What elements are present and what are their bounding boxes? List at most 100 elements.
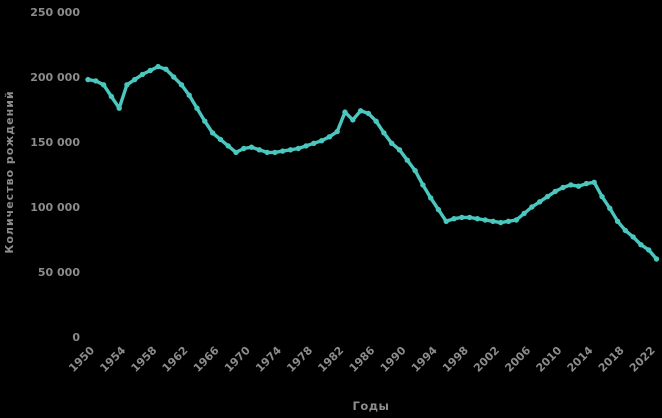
data-point-marker bbox=[350, 117, 356, 123]
y-axis-title: Количество рождений bbox=[3, 90, 16, 253]
data-point-marker bbox=[513, 217, 519, 223]
data-point-marker bbox=[295, 145, 301, 152]
data-point-marker bbox=[248, 144, 255, 150]
data-point-marker bbox=[209, 130, 216, 136]
data-point-marker bbox=[155, 63, 161, 70]
data-point-marker bbox=[287, 147, 294, 153]
x-tick-label: 1954 bbox=[97, 344, 128, 375]
data-point-marker bbox=[365, 110, 372, 117]
data-point-marker bbox=[607, 205, 613, 211]
x-tick-label: 1966 bbox=[191, 344, 222, 375]
data-point-marker bbox=[85, 76, 91, 83]
data-point-marker bbox=[474, 216, 481, 222]
x-axis-ticks: 1950 1954 1958 1962 1966 1970 1974 1978 1982 1986… bbox=[66, 344, 658, 375]
x-axis-title: Годы bbox=[353, 399, 390, 413]
data-point-marker bbox=[591, 179, 597, 185]
data-point-marker bbox=[653, 256, 660, 262]
data-point-marker bbox=[552, 188, 558, 195]
data-point-marker bbox=[646, 247, 652, 253]
data-point-marker bbox=[334, 128, 340, 135]
data-series bbox=[85, 63, 660, 262]
x-tick-label: 2002 bbox=[471, 344, 502, 375]
data-point-marker bbox=[435, 206, 442, 213]
data-point-marker bbox=[575, 183, 582, 189]
data-point-marker bbox=[498, 219, 504, 226]
data-point-marker bbox=[404, 157, 410, 163]
x-tick-label: 1998 bbox=[440, 344, 471, 375]
data-point-marker bbox=[342, 109, 348, 115]
data-point-marker bbox=[241, 145, 247, 152]
data-point-marker bbox=[482, 217, 488, 223]
data-point-marker bbox=[505, 218, 512, 224]
y-tick-label: 100 000 bbox=[30, 201, 80, 214]
x-tick-label: 1986 bbox=[347, 344, 378, 375]
x-tick-label: 1982 bbox=[315, 344, 346, 375]
data-point-marker bbox=[217, 136, 224, 143]
x-tick-label: 2010 bbox=[534, 344, 565, 375]
y-axis-ticks: 0 50 000 100 000 150 000 200 000 250 000 bbox=[30, 6, 80, 344]
data-point-marker bbox=[132, 76, 138, 83]
y-tick-label: 250 000 bbox=[30, 6, 80, 19]
data-point-marker bbox=[147, 67, 153, 74]
data-point-marker bbox=[233, 149, 239, 156]
data-point-marker bbox=[178, 82, 185, 88]
x-tick-label: 1958 bbox=[129, 344, 160, 375]
data-point-marker bbox=[186, 92, 192, 98]
data-point-marker bbox=[459, 214, 465, 221]
data-point-marker bbox=[443, 218, 449, 224]
data-point-marker bbox=[326, 134, 333, 140]
x-tick-label: 1962 bbox=[160, 344, 191, 375]
data-point-marker bbox=[381, 130, 387, 136]
y-tick-label: 50 000 bbox=[38, 266, 80, 279]
data-point-marker bbox=[544, 193, 551, 200]
x-tick-label: 1990 bbox=[378, 344, 409, 375]
data-point-marker bbox=[568, 182, 574, 188]
data-point-marker bbox=[108, 93, 115, 100]
y-tick-label: 0 bbox=[72, 331, 80, 344]
x-tick-label: 1994 bbox=[409, 344, 440, 375]
data-point-marker bbox=[420, 182, 426, 188]
data-point-marker bbox=[389, 140, 395, 146]
data-point-marker bbox=[599, 193, 605, 200]
data-point-marker bbox=[529, 204, 535, 210]
data-point-marker bbox=[124, 82, 130, 88]
data-point-marker bbox=[100, 82, 107, 88]
data-point-marker bbox=[583, 180, 590, 187]
data-point-marker bbox=[412, 167, 418, 174]
y-tick-label: 200 000 bbox=[30, 71, 80, 84]
data-point-marker bbox=[194, 105, 200, 111]
data-point-marker bbox=[256, 147, 262, 153]
data-point-marker bbox=[451, 216, 457, 222]
data-point-marker bbox=[202, 118, 208, 124]
data-point-marker bbox=[280, 148, 286, 154]
data-point-marker bbox=[630, 234, 636, 240]
data-point-marker bbox=[396, 147, 403, 153]
data-point-marker bbox=[373, 118, 379, 124]
x-tick-label: 2018 bbox=[596, 344, 627, 375]
series-line bbox=[86, 64, 659, 261]
x-tick-label: 2006 bbox=[502, 344, 533, 375]
data-point-marker bbox=[357, 108, 364, 114]
data-point-marker bbox=[163, 66, 169, 72]
data-point-marker bbox=[638, 242, 644, 248]
data-point-marker bbox=[225, 143, 231, 149]
data-point-marker bbox=[466, 214, 473, 221]
data-point-marker bbox=[93, 78, 99, 84]
data-point-marker bbox=[614, 218, 621, 224]
data-point-marker bbox=[139, 71, 146, 78]
y-tick-label: 150 000 bbox=[30, 136, 80, 149]
x-tick-label: 2022 bbox=[627, 344, 658, 375]
data-point-marker bbox=[303, 143, 309, 149]
data-point-marker bbox=[264, 149, 270, 156]
data-point-marker bbox=[318, 138, 325, 144]
data-point-marker bbox=[521, 210, 527, 217]
x-tick-label: 1974 bbox=[253, 344, 284, 375]
data-point-marker bbox=[537, 199, 543, 205]
x-tick-label: 1978 bbox=[284, 344, 315, 375]
data-point-marker bbox=[171, 74, 177, 80]
data-point-marker bbox=[311, 140, 317, 146]
data-point-marker bbox=[560, 184, 566, 191]
data-point-marker bbox=[116, 105, 122, 111]
